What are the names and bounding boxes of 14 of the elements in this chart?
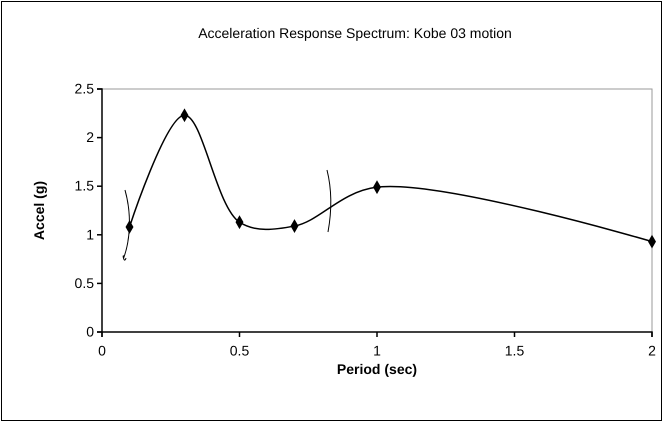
y-tick-label: 0.5: [74, 274, 94, 291]
x-tick-label: 1: [373, 342, 382, 358]
y-tick-label: 2: [86, 129, 94, 146]
x-tick-label: 0.5: [230, 342, 250, 358]
y-tick-label: 2.5: [74, 80, 94, 96]
x-tick-label: 2: [648, 342, 656, 358]
y-tick-label: 1: [86, 226, 94, 242]
x-tick-label: 1.5: [504, 342, 524, 358]
chart-title: Acceleration Response Spectrum: Kobe 03 motion: [198, 25, 512, 41]
y-axis-title: Accel (g): [31, 180, 47, 240]
y-tick-label: 0: [86, 323, 94, 340]
x-axis-title: Period (sec): [336, 361, 418, 377]
x-tick-label: 0: [98, 342, 106, 358]
y-tick-label: 1.5: [74, 178, 94, 194]
